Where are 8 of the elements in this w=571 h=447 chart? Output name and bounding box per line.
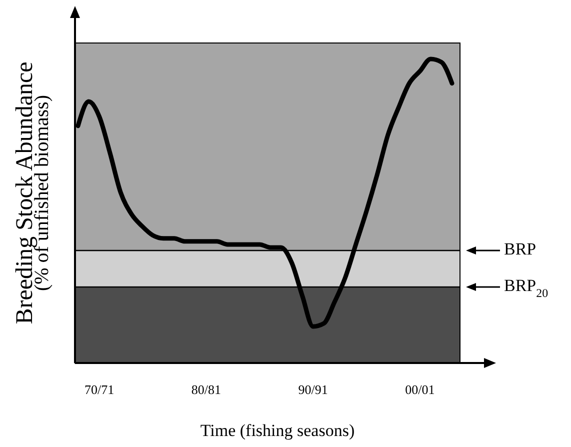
ref-line-label: BRP$_{20}$	[504, 276, 548, 300]
x-tick-label: 00/01	[405, 382, 435, 397]
x-tick-label: 90/91	[298, 382, 328, 397]
x-tick-label: 80/81	[191, 382, 222, 397]
x-axis-title: Time (fishing seasons)	[200, 421, 355, 440]
y-axis-title: Breeding Stock Abundance (% of unfished biomass)	[12, 62, 53, 324]
x-tick-label: 70/71	[84, 382, 114, 397]
ref-line-label: BRP	[504, 239, 536, 258]
